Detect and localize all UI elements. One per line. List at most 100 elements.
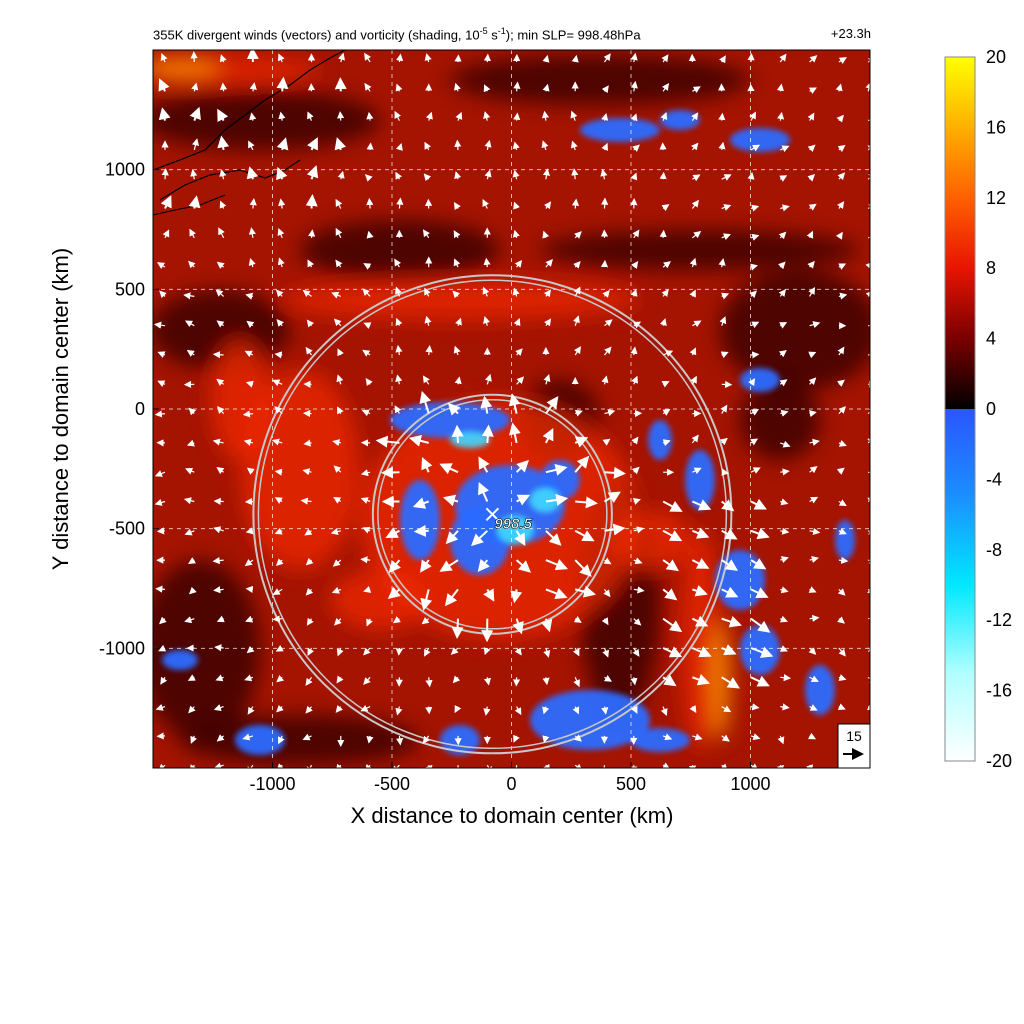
wind-vector-arrow [330, 528, 341, 536]
wind-vector-arrow [420, 559, 432, 573]
wind-vector-arrow [302, 468, 312, 476]
wind-vector-arrow [447, 402, 461, 416]
wind-vector-arrow [601, 142, 608, 151]
wind-vector-arrow [483, 647, 491, 656]
wind-vector-arrow [807, 144, 816, 153]
wind-vector-arrow [809, 55, 818, 63]
wind-vector-arrow [692, 320, 702, 328]
wind-vector-arrow [808, 203, 817, 211]
wind-vector-arrow [603, 53, 611, 63]
wind-vector-arrow [360, 469, 371, 477]
wind-vector-arrow [691, 112, 699, 121]
wind-vector-arrow [362, 527, 371, 534]
wind-vector-arrow [483, 316, 490, 326]
wind-vector-arrow [439, 559, 459, 572]
wind-vector-arrow [424, 315, 432, 326]
wind-vector-arrow [276, 704, 284, 713]
wind-vector-arrow [508, 393, 521, 414]
x-axis-label: X distance to domain center (km) [351, 803, 674, 828]
wind-vector-arrow [422, 229, 430, 239]
reference-vector: 15 [837, 723, 871, 769]
wind-vector-arrow [630, 172, 638, 181]
wind-vector-arrow [333, 617, 342, 626]
wind-vector-arrow [808, 586, 817, 593]
wind-vector-arrow [513, 318, 521, 327]
wind-vector-arrow [780, 204, 790, 212]
wind-vector-arrow [483, 706, 491, 716]
wind-vector-arrow [189, 228, 196, 239]
wind-vector-arrow [867, 527, 870, 535]
wind-vector-arrow [867, 676, 870, 685]
wind-vector-arrow [218, 227, 225, 239]
wind-vector-arrow [337, 406, 344, 415]
wind-vector-arrow [542, 168, 551, 180]
wind-vector-arrow [484, 169, 492, 180]
wind-vector-arrow [444, 588, 459, 607]
wind-vector-arrow [396, 197, 404, 209]
wind-vector-arrow [837, 379, 845, 387]
wind-vector-arrow [868, 557, 870, 565]
wind-vector-arrow [249, 112, 257, 121]
wind-vector-arrow [542, 428, 554, 444]
wind-vector-arrow [809, 675, 819, 682]
wind-vector-arrow [277, 53, 285, 63]
wind-vector-arrow [660, 706, 668, 717]
wind-vector-arrow [545, 559, 569, 571]
wind-vector-arrow [809, 556, 819, 564]
wind-vector-arrow [513, 734, 520, 743]
wind-vector-arrow [278, 111, 286, 121]
wind-vector-arrow [780, 556, 789, 564]
wind-vector-arrow [809, 527, 821, 536]
wind-vector-arrow [216, 320, 225, 328]
wind-vector-arrow [689, 347, 697, 356]
wind-vector-arrow [807, 112, 815, 121]
wind-vector-arrow [157, 351, 166, 358]
wind-vector-arrow [334, 137, 347, 151]
wind-vector-arrow [275, 644, 284, 652]
wind-vector-arrow [305, 705, 313, 714]
wind-vector-arrow [779, 175, 788, 182]
wind-vector-arrow [542, 735, 550, 744]
wind-vector-arrow [188, 407, 197, 416]
wind-vector-arrow [573, 261, 581, 269]
wind-vector-arrow [213, 586, 224, 594]
wind-vector-arrow [216, 615, 225, 623]
wind-vector-arrow [454, 139, 462, 150]
wind-vector-arrow [691, 557, 710, 569]
wind-vector-arrow [483, 53, 491, 63]
wind-vector-arrow [478, 456, 490, 473]
wind-vector-arrow [276, 166, 288, 181]
wind-vector-arrow [219, 169, 227, 180]
wind-vector-arrow [662, 439, 671, 447]
wind-vector-arrow [190, 169, 198, 180]
wind-vector-arrow [809, 614, 820, 622]
wind-vector-arrow [512, 618, 524, 635]
colorbar: 20 16 12 8 4 0 -4 -8 -12 -16 -20 [944, 47, 1012, 771]
wind-vector-arrow [662, 617, 683, 633]
wind-vector-arrow [691, 646, 712, 658]
wind-vector-arrow [779, 379, 788, 387]
wind-vector-arrow [867, 496, 870, 504]
field-shade [210, 340, 270, 460]
wind-vector-arrow [837, 703, 846, 711]
wind-vector-arrow [661, 381, 670, 388]
wind-vector-arrow [630, 677, 638, 686]
wind-vector-arrow [750, 438, 759, 446]
range-ring [377, 399, 608, 630]
wind-vector-arrow [631, 261, 639, 269]
wind-vector-arrow [188, 586, 197, 595]
field-shade [153, 58, 220, 78]
wind-vector-arrow [277, 227, 285, 239]
wind-vector-arrow [750, 467, 761, 474]
wind-vector-arrow [541, 140, 549, 151]
wind-vector-arrow [867, 436, 870, 445]
range-ring [257, 279, 728, 750]
wind-vector-arrow [338, 52, 345, 63]
wind-vector-arrow [780, 498, 789, 506]
wind-vector-arrow [477, 558, 490, 572]
wind-vector-arrow [366, 142, 374, 150]
wind-vector-arrow [248, 227, 256, 238]
y-tick-label: 0 [135, 399, 145, 419]
wind-vector-arrow [721, 174, 732, 181]
wind-vector-arrow [454, 171, 462, 180]
